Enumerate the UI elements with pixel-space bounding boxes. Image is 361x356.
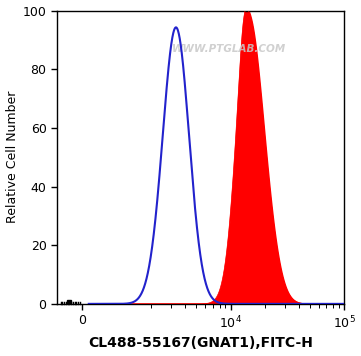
Y-axis label: Relative Cell Number: Relative Cell Number — [5, 91, 18, 224]
X-axis label: CL488-55167(GNAT1),FITC-H: CL488-55167(GNAT1),FITC-H — [88, 336, 313, 350]
Text: WWW.PTGLAB.COM: WWW.PTGLAB.COM — [172, 44, 286, 54]
